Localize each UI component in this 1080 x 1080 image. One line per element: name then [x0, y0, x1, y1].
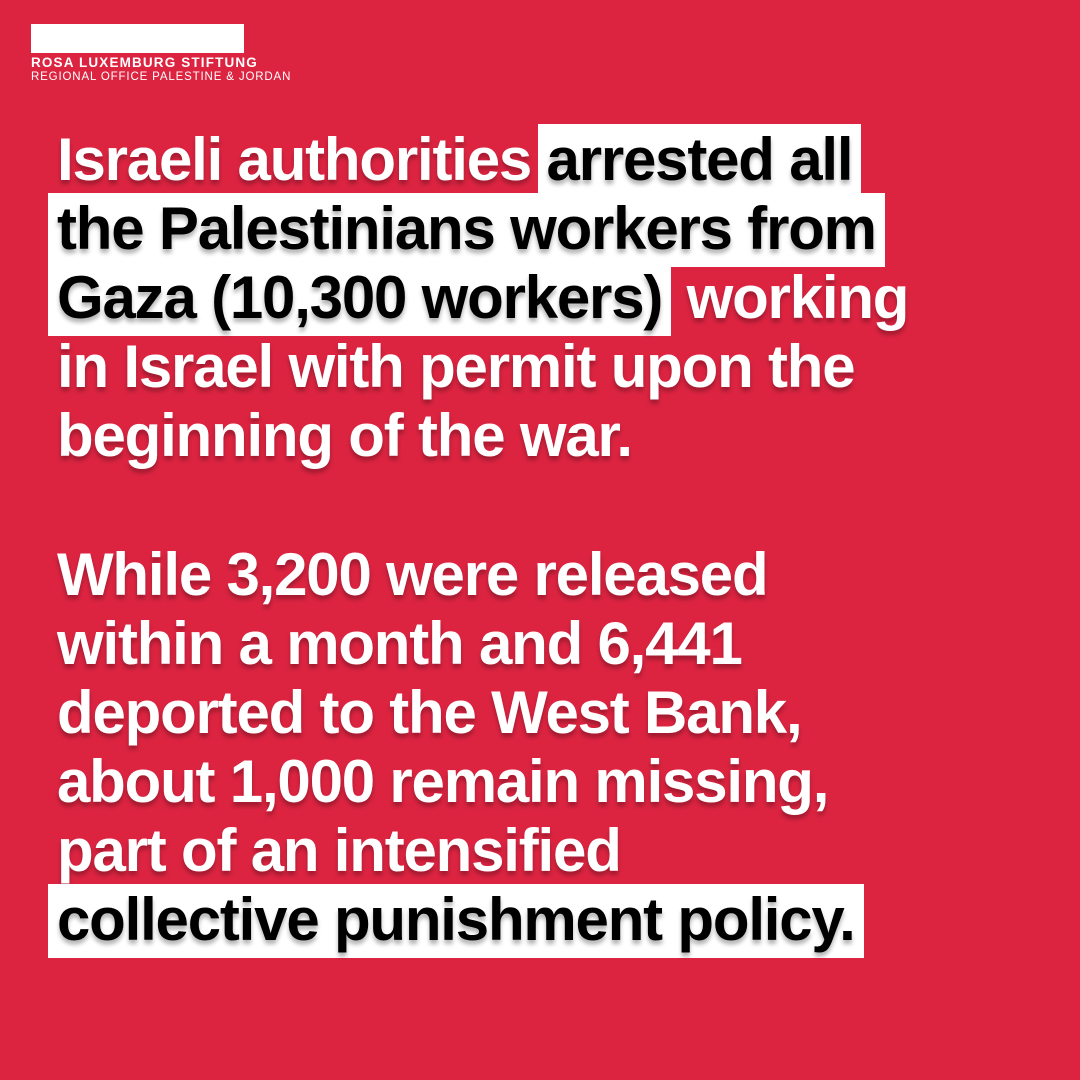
- text-line: the Palestinians workers from: [48, 193, 1047, 267]
- logo-office-subtitle: REGIONAL OFFICE PALESTINE & JORDAN: [31, 71, 292, 83]
- text-line: deported to the West Bank,: [57, 678, 1047, 747]
- rls-logo: ROSA LUXEMBURG STIFTUNG REGIONAL OFFICE …: [0, 0, 400, 100]
- text-segment: part of an intensified: [57, 817, 622, 884]
- text-segment: deported to the West Bank,: [57, 679, 803, 746]
- highlighted-text-segment: collective punishment policy.: [48, 884, 864, 958]
- text-line: part of an intensified: [57, 816, 1047, 885]
- highlighted-text-segment: arrested all: [537, 124, 862, 198]
- text-segment: working: [671, 264, 910, 331]
- text-segment: in Israel with permit upon the: [57, 333, 856, 400]
- text-segment: beginning of the war.: [57, 402, 633, 469]
- text-line: beginning of the war.: [57, 401, 1047, 470]
- text-segment: While 3,200 were released: [57, 541, 769, 608]
- text-segment: Israeli authorities: [57, 126, 547, 193]
- text-line: While 3,200 were released: [57, 540, 1047, 609]
- text-line: in Israel with permit upon the: [57, 332, 1047, 401]
- text-line: within a month and 6,441: [57, 609, 1047, 678]
- logo-flag: [31, 24, 244, 53]
- paragraph: While 3,200 were released within a month …: [48, 540, 1047, 958]
- logo-org-name: ROSA LUXEMBURG STIFTUNG: [31, 55, 258, 70]
- text-line: about 1,000 remain missing,: [57, 747, 1047, 816]
- infographic-text: Israeli authorities arrested all the Pale…: [48, 124, 1047, 958]
- highlighted-text-segment: the Palestinians workers from: [48, 193, 885, 267]
- text-line: collective punishment policy.: [48, 884, 1047, 958]
- text-segment: about 1,000 remain missing,: [57, 748, 829, 815]
- text-line: Gaza (10,300 workers) working: [48, 262, 1047, 336]
- text-segment: within a month and 6,441: [57, 610, 743, 677]
- text-line: Israeli authorities arrested all: [57, 124, 1047, 198]
- paragraph: Israeli authorities arrested all the Pale…: [48, 124, 1047, 470]
- highlighted-text-segment: Gaza (10,300 workers): [48, 262, 672, 336]
